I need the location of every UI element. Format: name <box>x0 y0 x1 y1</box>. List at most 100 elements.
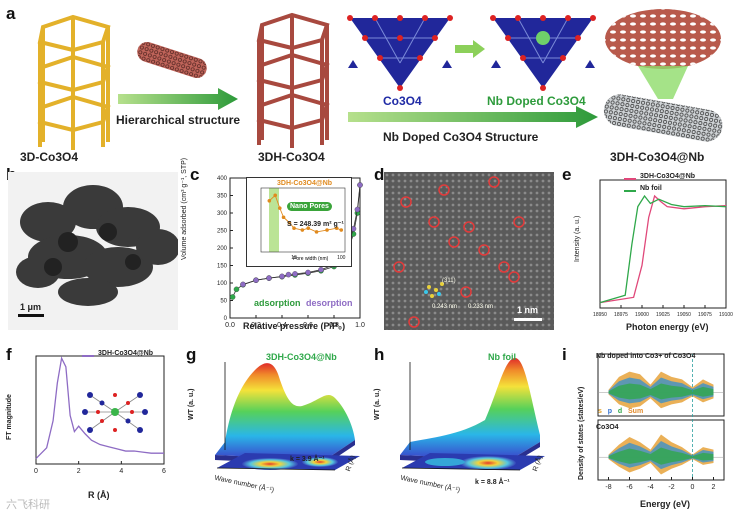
ft-line <box>35 356 164 460</box>
inset-point <box>287 220 292 225</box>
panel-label-h: h <box>374 345 385 364</box>
inset-point <box>325 228 329 232</box>
isotherm-point-adsorption <box>229 294 236 300</box>
isotherm-chart: 0.0 0.2 0.4 0.6 0.8 1.0 0 50 100 150 200 250 300 350 4… <box>217 176 365 329</box>
isotherm-y-tick-label: 50 <box>220 299 227 305</box>
hrtem-image: (311) 0.243 nm 0.233 nm 1 nm <box>384 172 554 330</box>
xanes-legend-swatch-2 <box>624 190 636 192</box>
sem-scale-bar <box>18 314 44 317</box>
isotherm-xlabel: Relative pressure (P/P₀) <box>243 321 346 331</box>
ft-x-tick-label: 6 <box>162 468 166 475</box>
dos-x-tick-label: -6 <box>626 484 632 491</box>
isotherm-point-desorption <box>285 271 292 278</box>
dos-x-tick-label: 0 <box>691 484 695 491</box>
xanes-axes-frame <box>599 179 727 309</box>
isotherm-point-desorption <box>357 182 363 188</box>
inset-point <box>267 199 272 203</box>
xanes-line-3DH-Co3O4@Nb <box>599 194 727 304</box>
isotherm-y-tick-label: 400 <box>217 176 228 182</box>
xanes-legend-2: Nb foil <box>640 185 662 192</box>
nanotube-illustration <box>137 41 207 79</box>
dos-chart: -8 -6 -4 -2 0 2 <box>597 353 725 491</box>
inset-title: 3DH-Co3O4@Nb <box>277 180 333 187</box>
label-3dh-co3o4: 3DH-Co3O4 <box>258 150 325 164</box>
isotherm-y-tick-label: 200 <box>217 246 228 252</box>
dos-d-area <box>608 383 714 400</box>
framework-3d-illustration <box>37 14 111 150</box>
inset-xlabel: Pore width (nm) <box>293 256 329 262</box>
label-3dh-co3o4-nb: 3DH-Co3O4@Nb <box>610 150 705 164</box>
isotherm-point-desorption <box>240 281 246 288</box>
dos-ylabel: Density of states (states/eV) <box>578 386 585 480</box>
xanes-x-tick-label: 19025 <box>656 312 670 318</box>
isotherm-ylabel: Volume adsorbed (cm³ g⁻¹, STP) <box>181 157 188 260</box>
inset-nano-pore-band <box>269 188 279 252</box>
dos-x-tick-label: 2 <box>712 484 716 491</box>
wavelet-h-ylabel: WT (a. u.) <box>374 388 381 421</box>
small-arrow <box>455 40 485 58</box>
isotherm-y-tick-label: 250 <box>217 229 228 235</box>
xanes-x-tick-label: 18975 <box>614 312 628 318</box>
panel-label-c: c <box>190 165 200 184</box>
ft-xlabel: R (Å) <box>88 490 110 500</box>
xanes-xlabel: Photon energy (eV) <box>626 322 709 332</box>
panel-label-a: a <box>6 4 16 23</box>
ft-exafs-chart: 0 2 4 6 <box>34 355 166 475</box>
wavelet-g-k-label: k = 3.9 Å⁻¹ <box>290 456 325 463</box>
pore-distribution-chart: 10 100 <box>260 187 346 261</box>
isotherm-point-desorption <box>354 206 361 213</box>
inset-point <box>277 206 282 210</box>
isotherm-point-desorption <box>305 269 311 276</box>
hrtem-scale-bar <box>514 318 542 321</box>
xanes-ylabel: Intensity (a. u.) <box>574 215 581 262</box>
dos-legend-p: p <box>607 408 613 415</box>
legend-adsorption: adsorption <box>254 298 301 308</box>
xanes-x-tick-label: 19000 <box>635 312 649 318</box>
xanes-x-tick-label: 19075 <box>698 312 712 318</box>
inset-point <box>334 226 339 231</box>
inset-point <box>292 226 296 231</box>
dos-axes-frame <box>597 419 725 481</box>
watermark: 六飞科研 <box>6 499 50 511</box>
xanes-chart: 18950 18975 19000 19025 19050 19075 19100 <box>593 179 733 318</box>
wavelet-g-title: 3DH-Co3O4@Nb <box>266 352 337 362</box>
hierarchical-arrow <box>118 88 238 110</box>
isotherm-y-tick-label: 100 <box>217 281 228 287</box>
isotherm-x-tick-label: 0.0 <box>225 322 235 329</box>
inset-axes-frame <box>260 187 346 253</box>
hrtem-spacing-1: 0.243 nm <box>432 304 458 310</box>
isotherm-y-tick-label: 350 <box>217 194 228 200</box>
label-co3o4: Co3O4 <box>383 94 422 108</box>
panel-label-d: d <box>374 165 385 184</box>
sem-scale-label: 1 μm <box>20 302 42 312</box>
nb-doped-crystal-illustration <box>490 15 596 91</box>
pore-distribution-inset: 10 100 3DH-Co3O4@Nb Nano Pores S = 248.39… <box>246 177 352 267</box>
isotherm-point-desorption <box>318 266 324 273</box>
wavelet-3d-plot-h <box>400 358 545 471</box>
isotherm-point-desorption <box>253 277 259 283</box>
isotherm-y-tick-label: 150 <box>217 264 228 270</box>
xanes-legend-1: 3DH-Co3O4@Nb <box>640 173 696 180</box>
hrtem-scale-label: 1 nm <box>517 305 539 315</box>
hrtem-plane-label: (311) <box>442 278 456 284</box>
dos-axes-frame <box>597 353 725 417</box>
label-3d-co3o4: 3D-Co3O4 <box>20 150 79 164</box>
ft-x-tick-label: 0 <box>34 468 38 475</box>
dos-legend-s: s <box>598 408 602 415</box>
panel-label-f: f <box>6 345 12 364</box>
label-nb-doped-structure: Nb Doped Co3O4 Structure <box>383 130 539 144</box>
inset-surface-area: S = 248.39 m² g⁻¹ <box>287 221 344 228</box>
isotherm-x-tick-label: 0.8 <box>329 322 339 329</box>
label-hierarchical-structure: Hierarchical structure <box>116 113 241 127</box>
label-nb-doped-co3o4-text: Nb Doped Co3O4 <box>487 94 586 108</box>
dos-xlabel: Energy (eV) <box>640 499 691 509</box>
xanes-x-tick-label: 19050 <box>677 312 691 318</box>
isotherm-y-tick-label: 300 <box>217 211 228 217</box>
dos-title-2: Co3O4 <box>596 424 619 431</box>
dos-legend: s p d Sum <box>598 408 643 415</box>
wavelet-3d-plot-g <box>215 362 360 471</box>
co3o4-crystal-illustration <box>347 15 453 91</box>
isotherm-point-desorption <box>266 275 272 281</box>
inset-point <box>306 226 311 231</box>
dos-x-tick-label: -8 <box>605 484 611 491</box>
